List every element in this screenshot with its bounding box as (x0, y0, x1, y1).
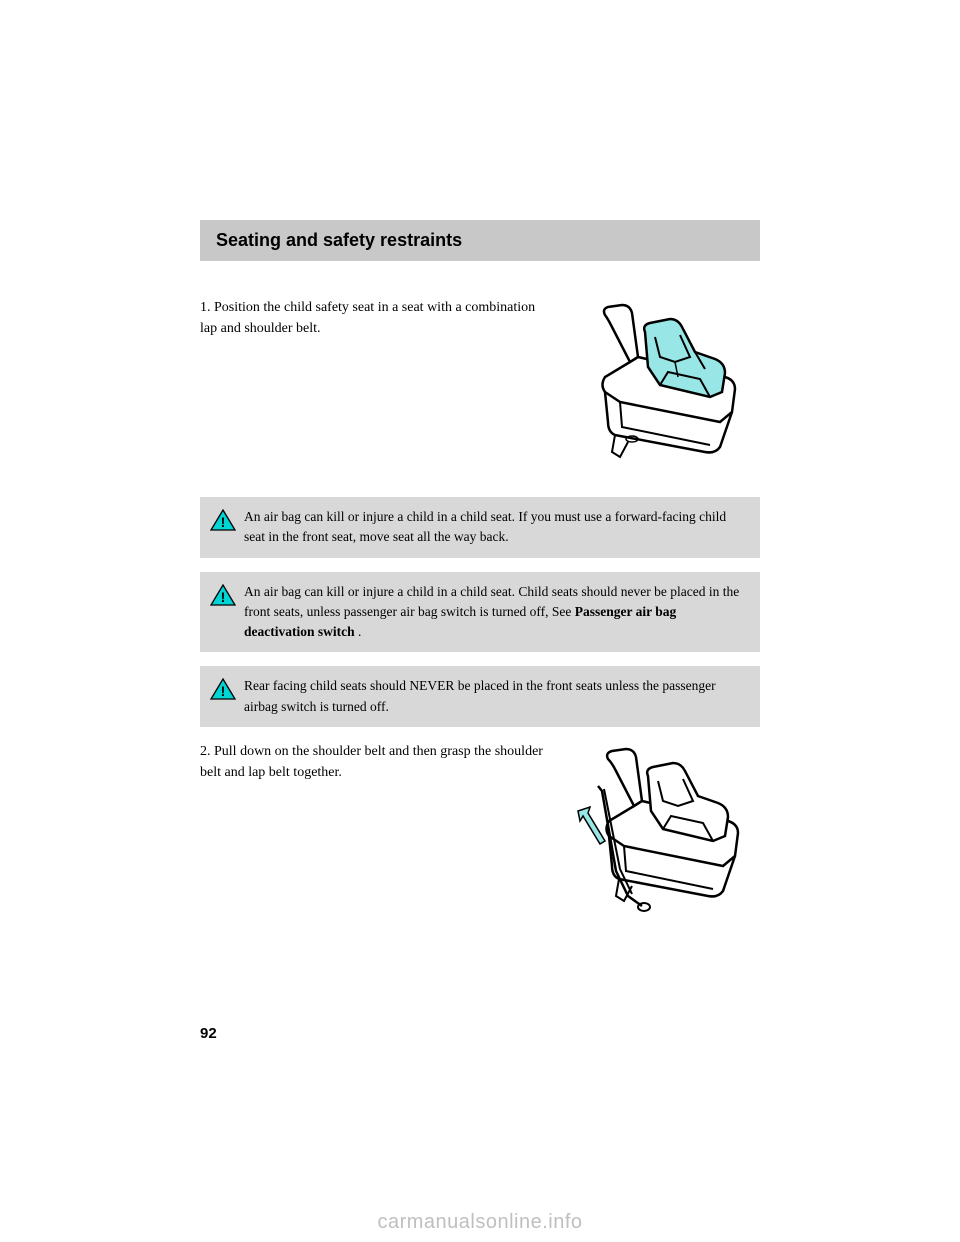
step-2-text: 2. Pull down on the shoulder belt and th… (200, 741, 560, 921)
warning-box-3: ! Rear facing child seats should NEVER b… (200, 666, 760, 727)
page-number: 92 (200, 1025, 217, 1042)
step-1-diagram (560, 297, 760, 477)
svg-text:!: ! (221, 514, 226, 530)
step-1-section: 1. Position the child safety seat in a s… (200, 297, 760, 477)
warning-1-text: An air bag can kill or injure a child in… (244, 507, 748, 548)
watermark: carmanualsonline.info (0, 1211, 960, 1234)
section-title: Seating and safety restraints (216, 230, 744, 251)
warning-icon: ! (210, 678, 236, 706)
step-2-section: 2. Pull down on the shoulder belt and th… (200, 741, 760, 921)
warning-icon: ! (210, 509, 236, 537)
warning-2-text: An air bag can kill or injure a child in… (244, 582, 748, 643)
warning-3-text: Rear facing child seats should NEVER be … (244, 676, 748, 717)
step-2-diagram (560, 741, 760, 921)
svg-text:!: ! (221, 589, 226, 605)
section-header: Seating and safety restraints (200, 220, 760, 261)
warning-box-2: ! An air bag can kill or injure a child … (200, 572, 760, 653)
child-seat-diagram-icon (560, 297, 760, 477)
step-1-text: 1. Position the child safety seat in a s… (200, 297, 560, 477)
warning-box-1: ! An air bag can kill or injure a child … (200, 497, 760, 558)
warning-icon: ! (210, 584, 236, 612)
warning-2-after: . (355, 624, 362, 639)
svg-text:!: ! (221, 683, 226, 699)
child-seat-belt-diagram-icon (560, 741, 760, 921)
